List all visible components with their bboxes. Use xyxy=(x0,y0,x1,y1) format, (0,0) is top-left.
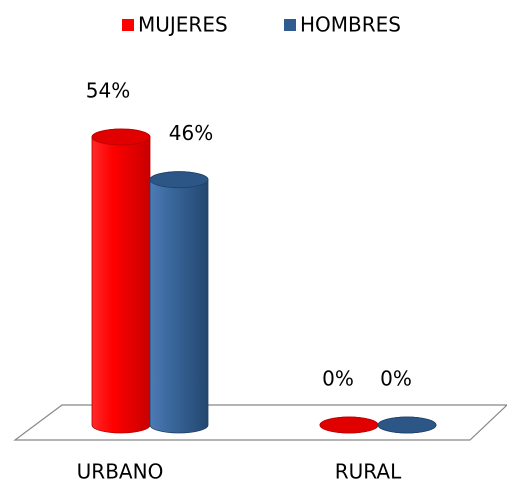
cylinder-top xyxy=(319,416,379,434)
legend-swatch xyxy=(284,19,296,31)
data-label: 0% xyxy=(322,367,354,391)
data-label: 54% xyxy=(86,79,130,103)
legend-label: MUJERES xyxy=(138,13,228,37)
legend-label: HOMBRES xyxy=(300,13,401,37)
cylinder-top xyxy=(377,416,437,434)
cylinder-top xyxy=(149,171,209,189)
cylinder xyxy=(149,171,209,434)
legend-swatch xyxy=(122,19,134,31)
x-tick-label: RURAL xyxy=(335,460,402,484)
cylinder xyxy=(91,128,151,434)
cylinder-top xyxy=(91,128,151,146)
x-tick-label: URBANO xyxy=(77,460,164,484)
data-label: 0% xyxy=(380,367,412,391)
data-label: 46% xyxy=(169,121,213,145)
